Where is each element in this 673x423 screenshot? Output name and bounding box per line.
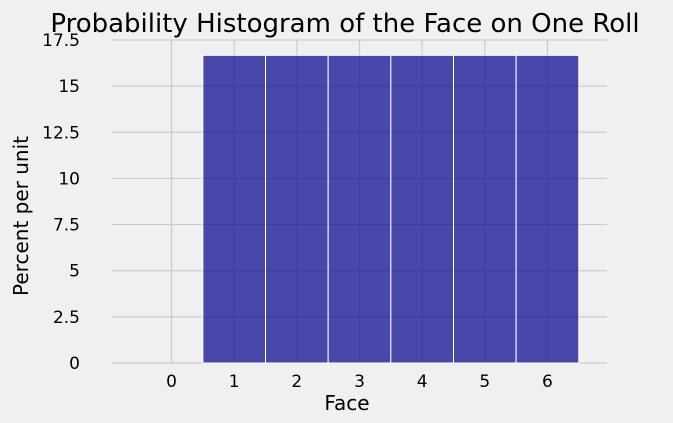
x-axis-title: Face — [324, 391, 369, 415]
x-tick-label: 2 — [291, 372, 302, 392]
y-tick-label: 12.5 — [42, 123, 80, 143]
histogram-bar — [452, 54, 517, 364]
bars — [202, 54, 580, 364]
y-axis-title: Percent per unit — [9, 136, 33, 296]
y-tick-label: 7.5 — [53, 216, 80, 236]
x-tick-label: 5 — [479, 372, 490, 392]
x-tick-label: 4 — [417, 372, 428, 392]
x-tick-label: 0 — [166, 372, 177, 392]
histogram-bar — [390, 54, 454, 364]
x-tick-label: 3 — [354, 372, 365, 392]
y-tick-labels: 0 2.5 5 7.5 10 12.5 15 17.5 — [42, 31, 80, 374]
histogram-bar — [327, 54, 392, 364]
histogram-bar — [515, 54, 580, 364]
chart-title: Probability Histogram of the Face on One… — [50, 9, 639, 39]
y-tick-label: 10 — [58, 169, 80, 189]
y-tick-label: 2.5 — [53, 308, 80, 328]
y-tick-label: 17.5 — [42, 31, 80, 51]
histogram-bar — [265, 54, 329, 364]
y-tick-label: 0 — [69, 354, 80, 374]
y-tick-label: 5 — [69, 262, 80, 282]
histogram-bar — [202, 54, 267, 364]
x-tick-labels: 0 1 2 3 4 5 6 — [166, 372, 553, 392]
y-tick-label: 15 — [58, 77, 80, 97]
x-tick-label: 6 — [542, 372, 553, 392]
x-tick-label: 1 — [229, 372, 240, 392]
